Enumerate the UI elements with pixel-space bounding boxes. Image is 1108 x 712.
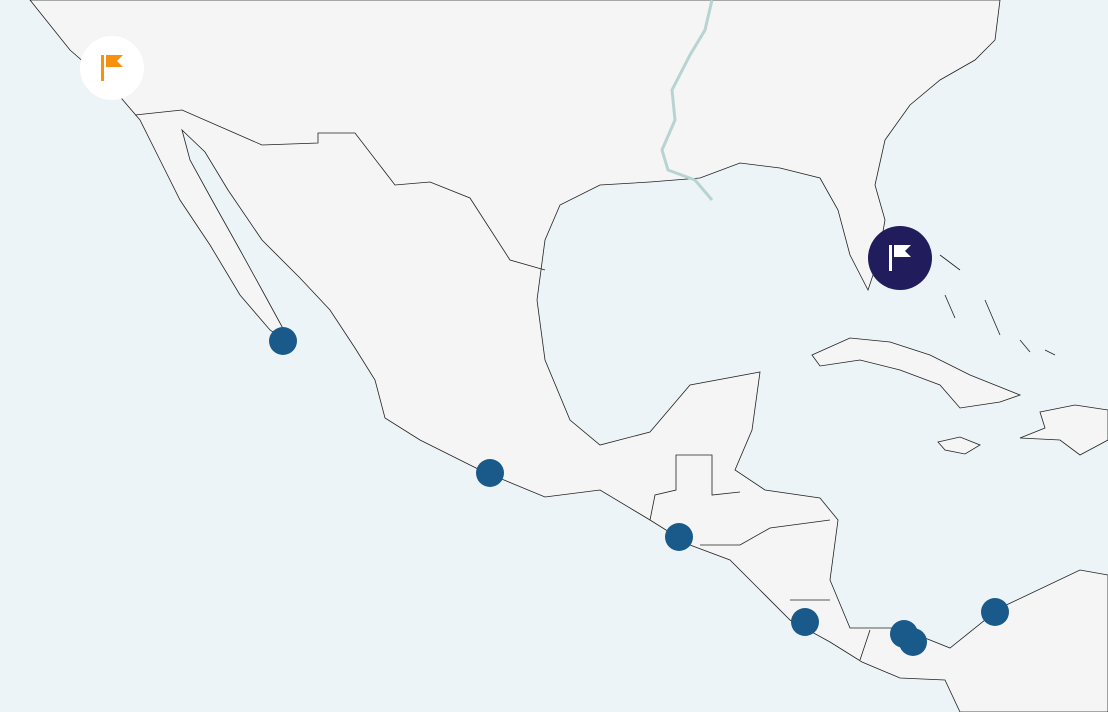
stop-marker[interactable] (665, 523, 693, 551)
land-jamaica (937, 436, 981, 455)
land-cuba (811, 337, 1022, 409)
origin-flag-marker[interactable] (80, 36, 144, 100)
rio-grande-river (660, 0, 714, 201)
destination-flag-marker[interactable] (868, 226, 932, 290)
stop-marker[interactable] (791, 608, 819, 636)
stop-marker[interactable] (476, 459, 504, 487)
stop-marker[interactable] (269, 327, 297, 355)
land-mainland (29, 0, 1108, 712)
central-america-borders (649, 454, 871, 661)
flag-icon (101, 55, 123, 81)
land-hispaniola (1019, 404, 1108, 456)
stop-marker[interactable] (981, 598, 1009, 626)
stop-marker[interactable] (899, 628, 927, 656)
us-mexico-border (134, 109, 546, 271)
flag-icon (889, 245, 911, 271)
land-bahamas (939, 254, 1056, 356)
